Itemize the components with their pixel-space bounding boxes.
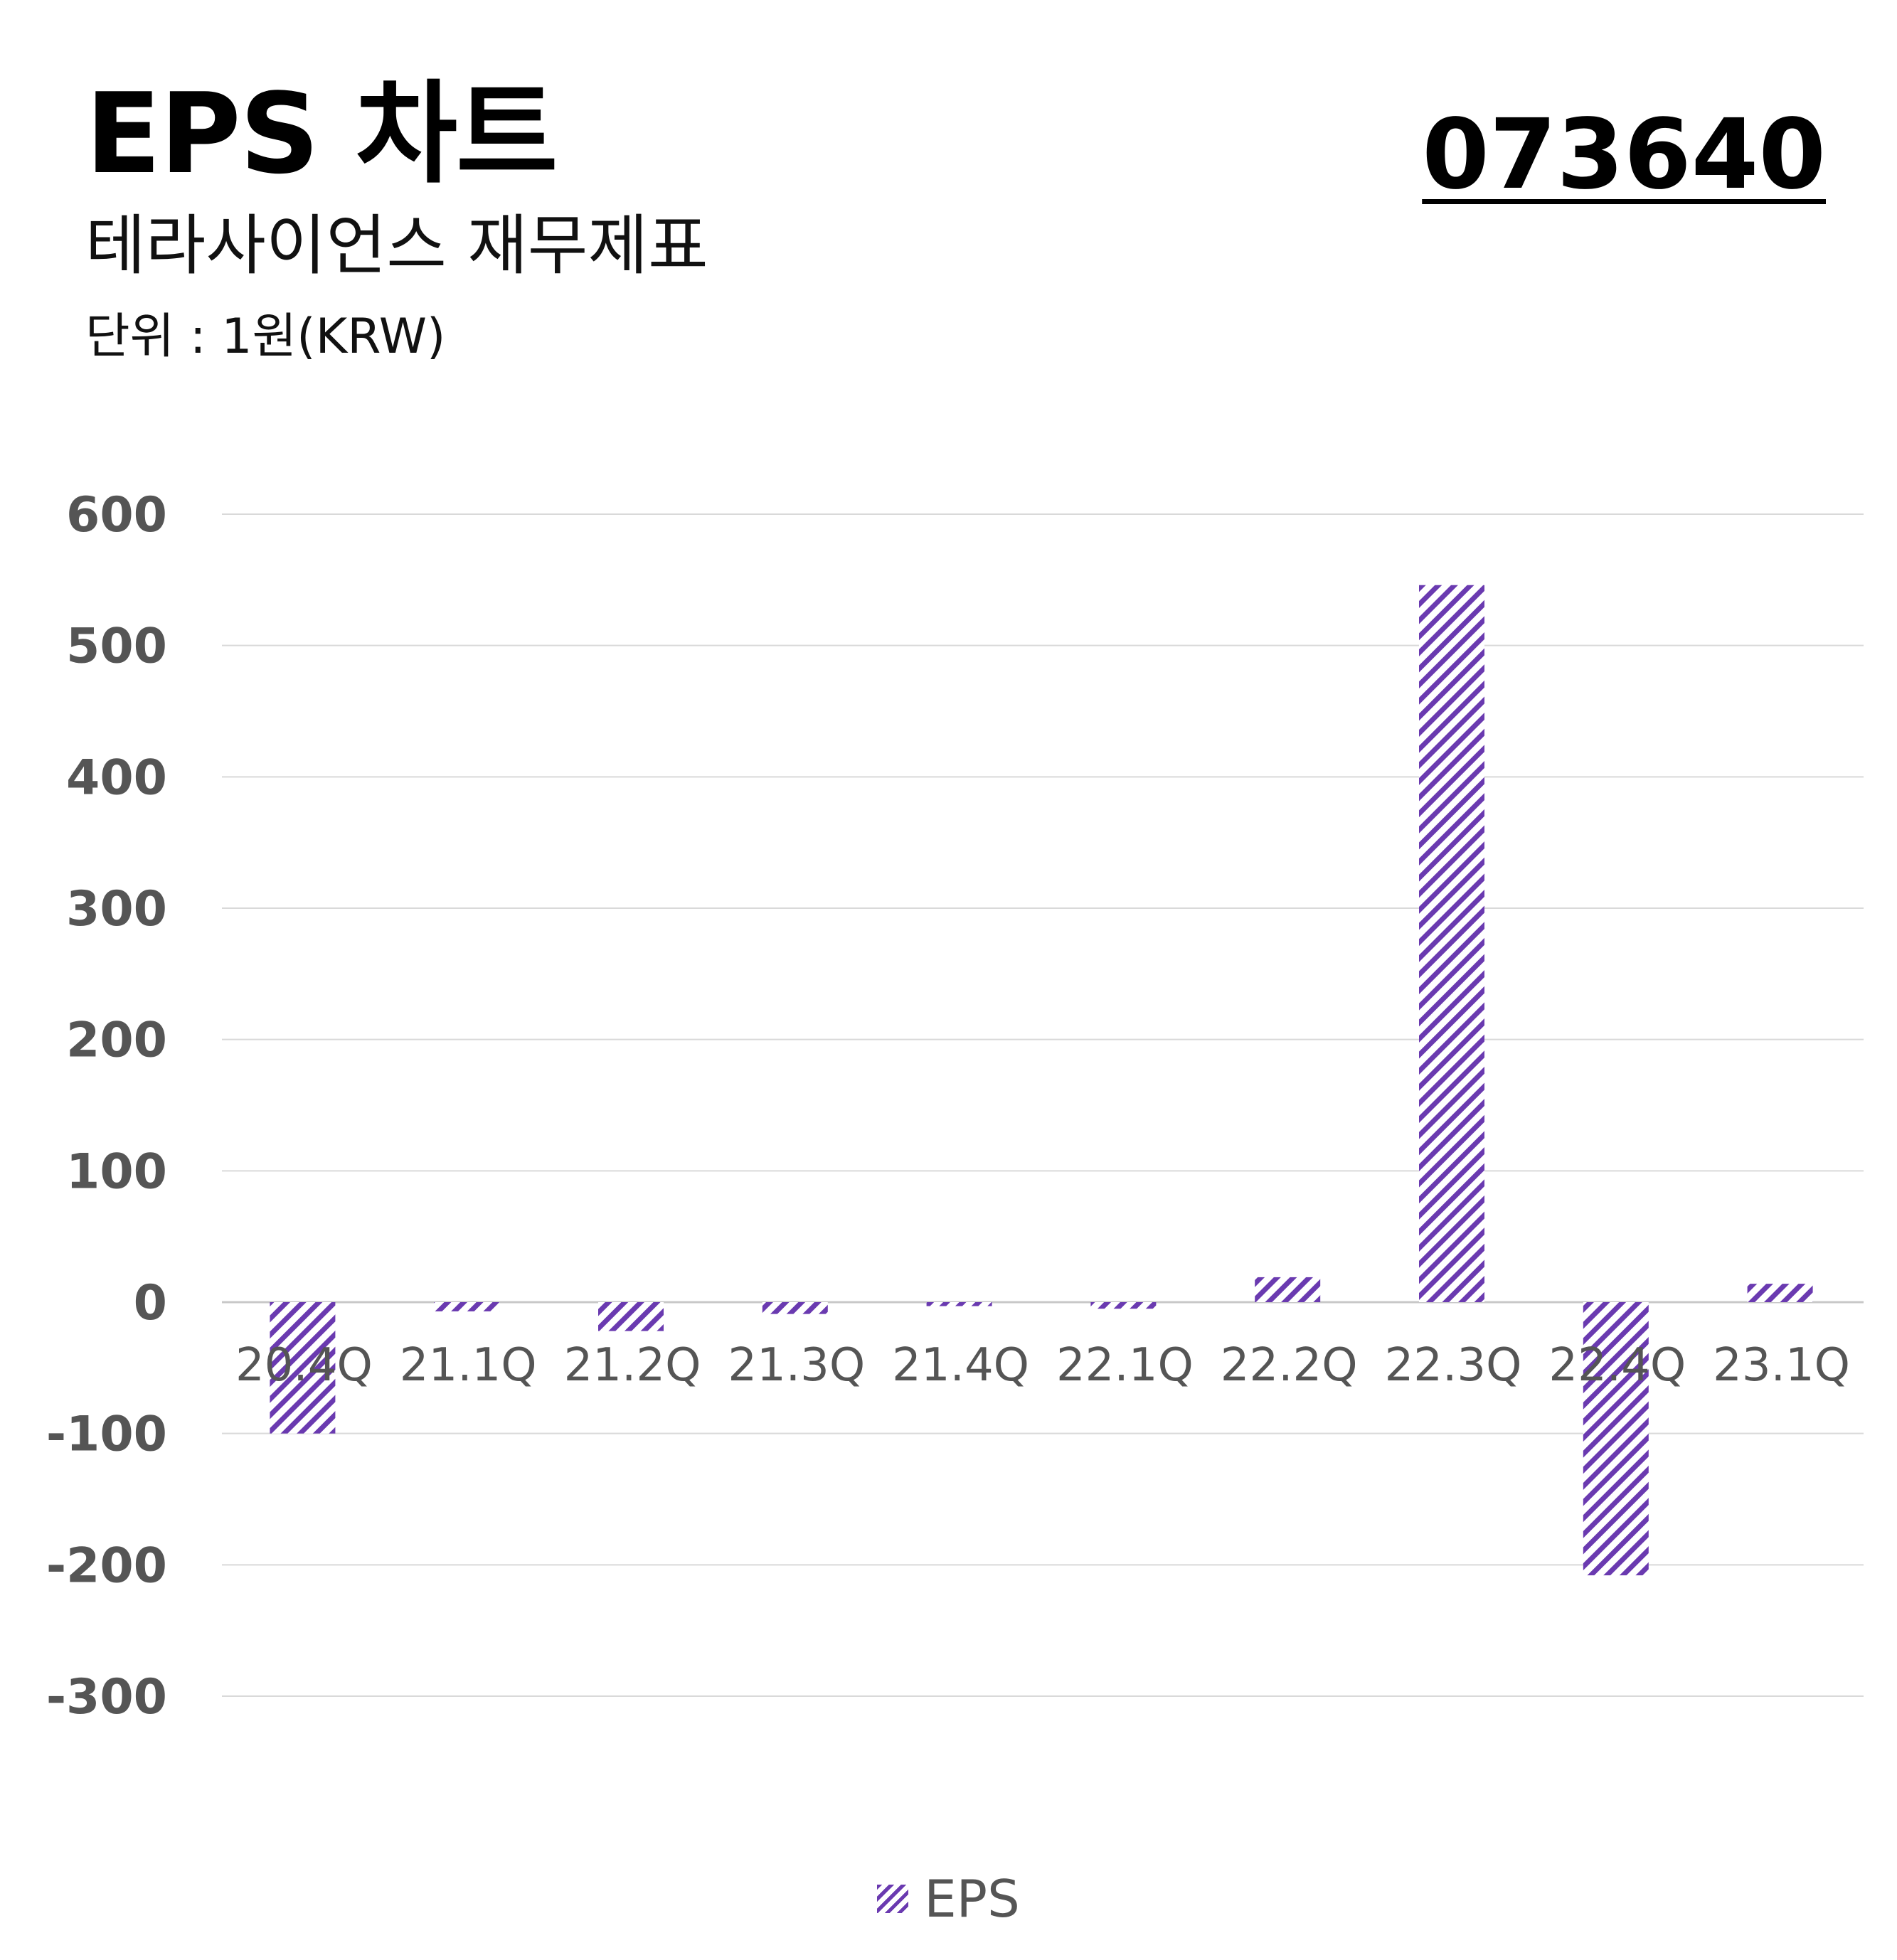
y-tick-label: 400 xyxy=(66,750,167,806)
bar-21.3Q xyxy=(762,1302,828,1314)
x-axis-ticks: 20.4Q 21.1Q 21.2Q 21.3Q 21.4Q 22.1Q 22.2Q 22.3Q… xyxy=(235,1339,1850,1392)
page-subtitle: 테라사이언스 재무제표 xyxy=(85,208,708,284)
bar-22.3Q xyxy=(1419,585,1484,1302)
bar-21.2Q xyxy=(598,1302,664,1331)
y-tick-label: 500 xyxy=(66,619,167,675)
bar-23.1Q xyxy=(1747,1284,1813,1302)
bar-22.2Q xyxy=(1255,1277,1321,1302)
bar-21.1Q xyxy=(434,1302,500,1311)
bar-20.4Q xyxy=(270,1302,336,1434)
unit-label: 단위 : 1원(KRW) xyxy=(85,309,446,365)
bar-21.4Q xyxy=(926,1302,992,1306)
y-tick-label: 600 xyxy=(66,487,167,543)
x-tick-label: 21.4Q xyxy=(892,1339,1029,1392)
bars xyxy=(270,585,1813,1576)
x-tick-label: 23.1Q xyxy=(1713,1339,1850,1392)
stock-code-link[interactable]: 073640 xyxy=(1422,99,1826,211)
x-tick-label: 21.3Q xyxy=(728,1339,865,1392)
x-tick-label: 22.3Q xyxy=(1385,1339,1522,1392)
y-tick-label: 0 xyxy=(134,1275,167,1331)
page-title: EPS 차트 xyxy=(85,69,558,198)
y-axis-ticks: 600 500 400 300 200 100 0 -100 -200 -300 xyxy=(46,487,167,1725)
x-tick-label: 22.4Q xyxy=(1548,1339,1686,1392)
eps-bar-chart: 600 500 400 300 200 100 0 -100 -200 -300 20.4Q 21.… xyxy=(46,487,1864,1725)
legend-swatch xyxy=(877,1885,909,1913)
legend: EPS xyxy=(0,1869,1897,1929)
y-tick-label: -300 xyxy=(46,1669,167,1725)
x-tick-label: 22.1Q xyxy=(1056,1339,1194,1392)
bar-22.1Q xyxy=(1090,1302,1157,1309)
y-tick-label: -200 xyxy=(46,1538,167,1594)
legend-label: EPS xyxy=(924,1869,1020,1929)
x-tick-label: 20.4Q xyxy=(235,1339,373,1392)
y-tick-label: -100 xyxy=(46,1407,167,1463)
x-tick-label: 21.2Q xyxy=(564,1339,701,1392)
x-tick-label: 22.2Q xyxy=(1221,1339,1358,1392)
y-tick-label: 100 xyxy=(66,1144,167,1200)
x-tick-label: 21.1Q xyxy=(400,1339,537,1392)
y-tick-label: 200 xyxy=(66,1013,167,1069)
bar-22.4Q xyxy=(1583,1302,1649,1576)
y-tick-label: 300 xyxy=(66,881,167,937)
